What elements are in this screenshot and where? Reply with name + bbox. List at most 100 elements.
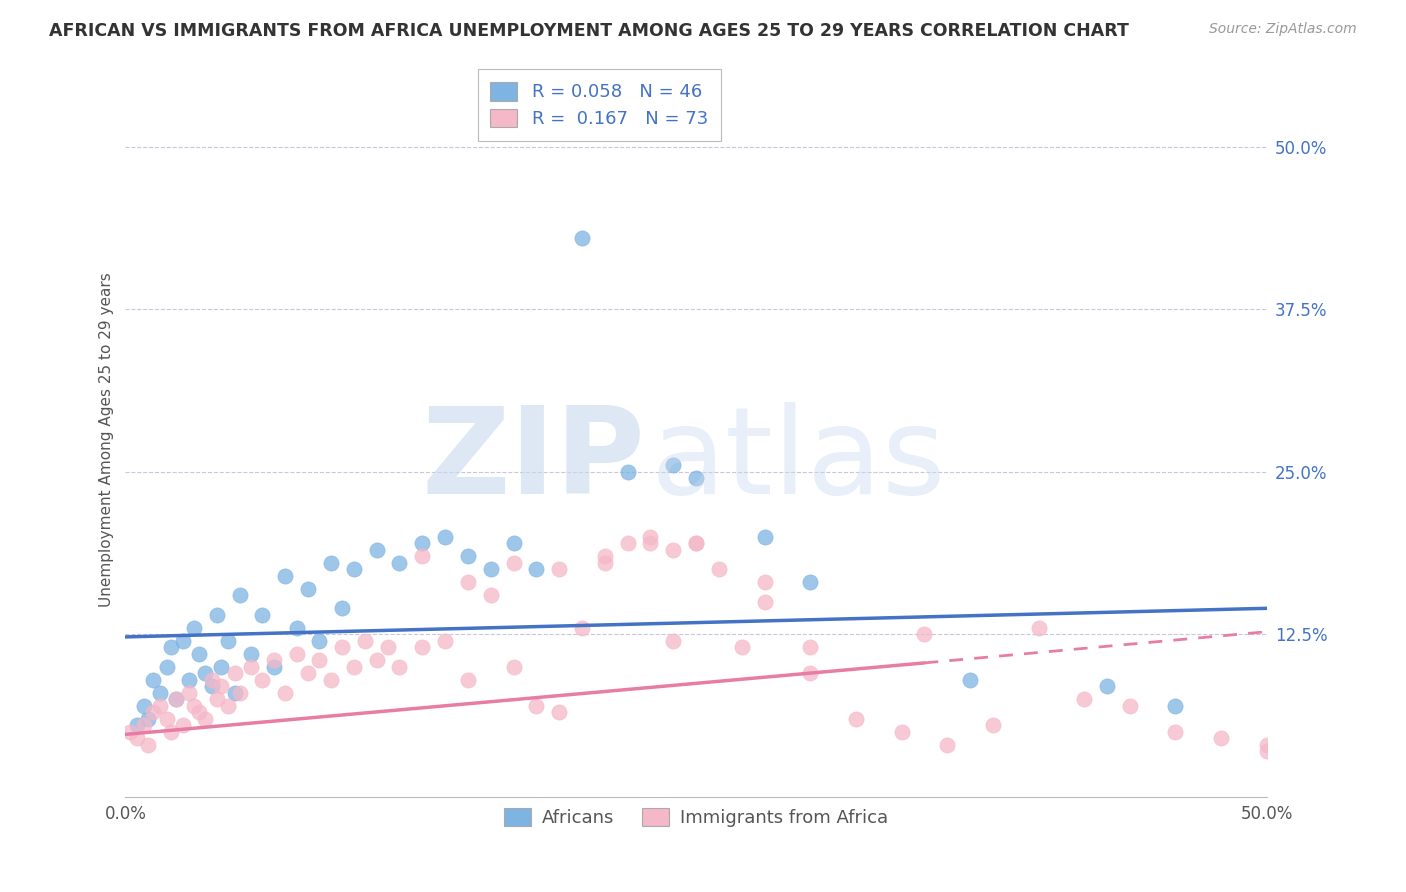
Point — [183, 621, 205, 635]
Point — [388, 556, 411, 570]
Point — [263, 660, 285, 674]
Point — [707, 562, 730, 576]
Point — [172, 718, 194, 732]
Point — [274, 569, 297, 583]
Point — [411, 536, 433, 550]
Point — [274, 686, 297, 700]
Point — [479, 562, 502, 576]
Point — [343, 660, 366, 674]
Point — [330, 640, 353, 655]
Point — [754, 530, 776, 544]
Point — [1256, 738, 1278, 752]
Point — [1164, 698, 1187, 713]
Legend: Africans, Immigrants from Africa: Africans, Immigrants from Africa — [498, 800, 896, 834]
Point — [179, 686, 201, 700]
Point — [685, 471, 707, 485]
Point — [411, 640, 433, 655]
Point — [224, 686, 246, 700]
Point — [187, 706, 209, 720]
Point — [912, 627, 935, 641]
Point — [118, 724, 141, 739]
Point — [731, 640, 754, 655]
Point — [593, 556, 616, 570]
Point — [240, 647, 263, 661]
Point — [685, 536, 707, 550]
Point — [160, 640, 183, 655]
Point — [194, 666, 217, 681]
Point — [179, 673, 201, 687]
Y-axis label: Unemployment Among Ages 25 to 29 years: Unemployment Among Ages 25 to 29 years — [100, 272, 114, 607]
Point — [297, 666, 319, 681]
Point — [165, 692, 187, 706]
Point — [125, 731, 148, 746]
Point — [799, 575, 821, 590]
Point — [640, 536, 662, 550]
Point — [571, 621, 593, 635]
Point — [155, 712, 177, 726]
Point — [201, 673, 224, 687]
Point — [754, 595, 776, 609]
Point — [434, 530, 457, 544]
Point — [799, 640, 821, 655]
Point — [502, 556, 524, 570]
Point — [160, 724, 183, 739]
Point — [593, 549, 616, 564]
Point — [172, 633, 194, 648]
Point — [1073, 692, 1095, 706]
Point — [411, 549, 433, 564]
Point — [457, 673, 479, 687]
Point — [224, 666, 246, 681]
Point — [136, 712, 159, 726]
Point — [685, 536, 707, 550]
Point — [263, 653, 285, 667]
Point — [132, 698, 155, 713]
Point — [457, 549, 479, 564]
Point — [330, 601, 353, 615]
Point — [502, 660, 524, 674]
Point — [1028, 621, 1050, 635]
Point — [1095, 679, 1118, 693]
Point — [524, 698, 547, 713]
Point — [183, 698, 205, 713]
Point — [845, 712, 868, 726]
Point — [366, 542, 388, 557]
Point — [308, 633, 330, 648]
Text: AFRICAN VS IMMIGRANTS FROM AFRICA UNEMPLOYMENT AMONG AGES 25 TO 29 YEARS CORRELA: AFRICAN VS IMMIGRANTS FROM AFRICA UNEMPL… — [49, 22, 1129, 40]
Point — [434, 633, 457, 648]
Point — [616, 536, 638, 550]
Point — [132, 718, 155, 732]
Point — [136, 738, 159, 752]
Point — [1211, 731, 1233, 746]
Point — [209, 679, 232, 693]
Point — [640, 530, 662, 544]
Point — [981, 718, 1004, 732]
Point — [959, 673, 981, 687]
Point — [1164, 724, 1187, 739]
Point — [343, 562, 366, 576]
Point — [297, 582, 319, 596]
Point — [366, 653, 388, 667]
Point — [1256, 744, 1278, 758]
Point — [308, 653, 330, 667]
Point — [662, 542, 685, 557]
Point — [799, 666, 821, 681]
Point — [388, 660, 411, 674]
Point — [201, 679, 224, 693]
Text: atlas: atlas — [651, 402, 946, 519]
Point — [524, 562, 547, 576]
Text: Source: ZipAtlas.com: Source: ZipAtlas.com — [1209, 22, 1357, 37]
Point — [228, 686, 250, 700]
Point — [187, 647, 209, 661]
Point — [662, 458, 685, 473]
Text: ZIP: ZIP — [420, 402, 645, 519]
Point — [479, 588, 502, 602]
Point — [217, 633, 239, 648]
Point — [457, 575, 479, 590]
Point — [754, 575, 776, 590]
Point — [205, 607, 228, 622]
Point — [209, 660, 232, 674]
Point — [319, 556, 342, 570]
Point — [377, 640, 399, 655]
Point — [319, 673, 342, 687]
Point — [252, 673, 274, 687]
